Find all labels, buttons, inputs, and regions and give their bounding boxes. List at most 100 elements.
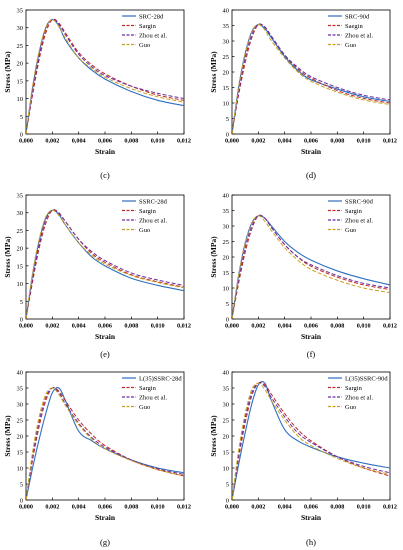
series-line-4 (26, 209, 184, 319)
x-tick-label: 0,004 (278, 323, 292, 330)
x-tick-label: 0,006 (98, 323, 112, 330)
y-tick-label: 30 (223, 39, 230, 46)
x-axis-title: Strain (301, 147, 322, 156)
y-axis-title: Stress (MPa) (3, 51, 12, 93)
x-tick-label: 0,008 (124, 323, 138, 330)
y-tick-label: 30 (17, 402, 24, 409)
series-line-2 (26, 387, 184, 500)
y-tick-label: 15 (17, 450, 24, 457)
y-tick-label: 35 (223, 386, 230, 393)
x-tick-label: 0,012 (383, 138, 397, 145)
y-tick-label: 20 (17, 434, 24, 441)
legend-label: L(35)SSRC-28d (139, 375, 182, 382)
series-line-1 (26, 19, 184, 134)
series-line-1 (26, 387, 184, 500)
series-line-2 (232, 381, 390, 500)
x-tick-label: 0,012 (383, 323, 397, 330)
x-tick-label: 0,004 (72, 138, 86, 145)
y-tick-label: 30 (17, 210, 24, 217)
y-tick-label: 40 (17, 370, 24, 377)
panel-label: (d) (306, 170, 316, 180)
panel-label: (f) (307, 349, 316, 359)
x-tick-label: 0,000 (225, 323, 239, 330)
series-line-4 (26, 387, 184, 500)
series-line-2 (26, 209, 184, 319)
y-tick-label: 5 (226, 301, 229, 308)
y-tick-label: 25 (223, 418, 230, 425)
y-axis-title: Stress (MPa) (3, 236, 12, 278)
x-tick-label: 0,010 (151, 504, 165, 511)
x-tick-label: 0,006 (304, 323, 318, 330)
series-line-4 (26, 19, 184, 134)
legend-label: Zhou et al. (139, 394, 167, 401)
plot-frame (231, 194, 391, 320)
legend-label: Zhou et al. (345, 217, 373, 224)
x-tick-label: 0,010 (151, 138, 165, 145)
y-tick-label: 35 (17, 8, 24, 15)
series-line-3 (26, 18, 184, 134)
x-tick-label: 0,006 (98, 138, 112, 145)
x-tick-label: 0,008 (124, 138, 138, 145)
x-tick-label: 0,004 (278, 504, 292, 511)
y-tick-label: 10 (17, 466, 24, 473)
x-axis-title: Strain (301, 513, 322, 522)
x-axis-title: Strain (301, 332, 322, 341)
y-tick-label: 10 (223, 466, 230, 473)
y-tick-label: 10 (223, 101, 230, 108)
series-line-2 (232, 214, 390, 319)
legend: SRC-90d Saegin Zhou et al. Guo (328, 13, 373, 49)
legend-label: Sargin (139, 208, 157, 215)
x-tick-label: 0,002 (251, 504, 265, 511)
legend-label: Guo (345, 404, 356, 411)
series-line-2 (232, 23, 390, 134)
series-line-3 (26, 209, 184, 319)
x-tick-label: 0,000 (19, 504, 33, 511)
y-tick-label: 0 (20, 498, 23, 505)
legend: L(35)SSRC-28d Sargin Zhou et al. Guo (122, 375, 182, 411)
legend-label: Sargin (345, 208, 363, 215)
y-tick-label: 20 (17, 61, 24, 68)
x-tick-label: 0,000 (225, 504, 239, 511)
legend: SSRC-90d Sargin Zhou et al. Guo (328, 198, 374, 234)
legend-label: Guo (345, 227, 356, 234)
y-tick-label: 30 (17, 25, 24, 32)
y-tick-label: 0 (226, 317, 229, 324)
series-line-1 (26, 209, 184, 319)
legend-label: Sargin (345, 385, 363, 392)
y-tick-label: 35 (17, 193, 24, 200)
x-tick-label: 0,010 (357, 138, 371, 145)
legend-label: SSRC-90d (345, 198, 374, 205)
legend: SSRC-28d Sargin Zhou et al. Guo (122, 198, 168, 234)
x-tick-label: 0,002 (45, 504, 59, 511)
y-tick-label: 0 (20, 317, 23, 324)
y-tick-label: 20 (223, 255, 230, 262)
plot-frame (25, 9, 185, 135)
x-tick-label: 0,000 (225, 138, 239, 145)
x-tick-label: 0,012 (177, 504, 191, 511)
y-tick-label: 0 (226, 132, 229, 139)
series-line-3 (232, 23, 390, 134)
chart-panel-g: 0 5 10 15 20 25 30 35 40 0,000 0,002 0,004 0,006 0,00… (3, 370, 191, 548)
y-tick-label: 35 (17, 386, 24, 393)
legend-label: L(35)SSRC-90d (345, 375, 388, 382)
legend-label: Sargin (139, 385, 157, 392)
y-tick-label: 40 (223, 370, 230, 377)
y-tick-label: 25 (17, 228, 24, 235)
series-group (232, 23, 390, 134)
series-group (26, 209, 184, 319)
y-tick-label: 25 (17, 418, 24, 425)
series-line-1 (232, 215, 390, 319)
legend-label: Guo (139, 42, 150, 49)
legend-label: Guo (139, 404, 150, 411)
series-line-3 (232, 382, 390, 500)
x-tick-label: 0,002 (45, 138, 59, 145)
legend-label: Sargin (139, 23, 157, 30)
x-tick-label: 0,002 (251, 323, 265, 330)
legend-label: SSRC-28d (139, 198, 168, 205)
x-tick-label: 0,004 (72, 504, 86, 511)
x-tick-label: 0,010 (151, 323, 165, 330)
x-tick-label: 0,012 (177, 138, 191, 145)
y-tick-label: 15 (17, 263, 24, 270)
y-tick-label: 35 (223, 208, 230, 215)
